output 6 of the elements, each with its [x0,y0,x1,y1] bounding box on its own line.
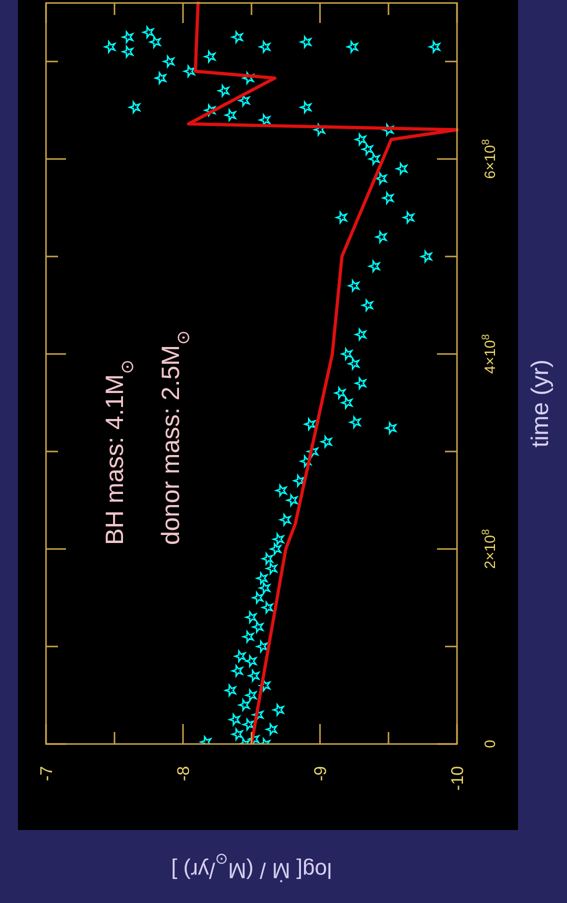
x-tick-label: -10 [448,766,467,791]
x-tick-label: -7 [37,766,56,782]
x-tick-label: -8 [174,766,193,782]
x-tick-label: -9 [311,766,330,782]
y-tick-label: 0 [482,740,499,748]
y-axis-title: time (yr) [527,360,554,448]
